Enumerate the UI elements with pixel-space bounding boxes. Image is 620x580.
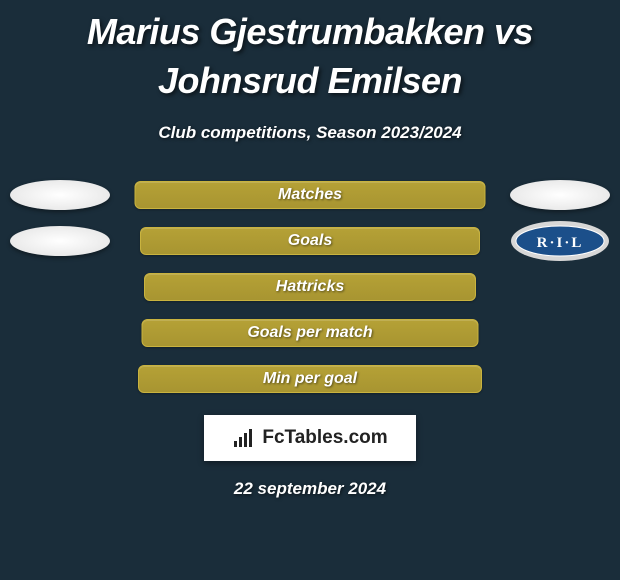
team-right-badge: R·I·L: [510, 220, 610, 262]
branding-badge: FcTables.com: [204, 415, 415, 461]
svg-text:R·I·L: R·I·L: [537, 235, 584, 251]
stat-label: Hattricks: [276, 278, 344, 296]
team-left-badge: [10, 226, 110, 256]
team-right-badge: [510, 180, 610, 210]
team-left-badge: [10, 180, 110, 210]
stat-label: Min per goal: [263, 370, 357, 388]
date-label: 22 september 2024: [234, 479, 386, 499]
chart-row: Min per goal: [0, 363, 620, 395]
chart-icon: [232, 427, 254, 449]
chart-row: Goals per match: [0, 317, 620, 349]
branding-text: FcTables.com: [262, 427, 387, 449]
stat-label: Goals: [288, 232, 332, 250]
chart-row: Goals R·I·L: [0, 225, 620, 257]
page-title: Marius Gjestrumbakken vs Johnsrud Emilse…: [0, 0, 620, 105]
stat-label: Goals per match: [247, 324, 372, 342]
chart-row: Matches: [0, 179, 620, 211]
chart-row: Hattricks: [0, 271, 620, 303]
comparison-chart: Matches Goals R·I·L Hattricks Goals per matc…: [0, 179, 620, 395]
subtitle: Club competitions, Season 2023/2024: [158, 123, 461, 143]
stat-label: Matches: [278, 186, 342, 204]
